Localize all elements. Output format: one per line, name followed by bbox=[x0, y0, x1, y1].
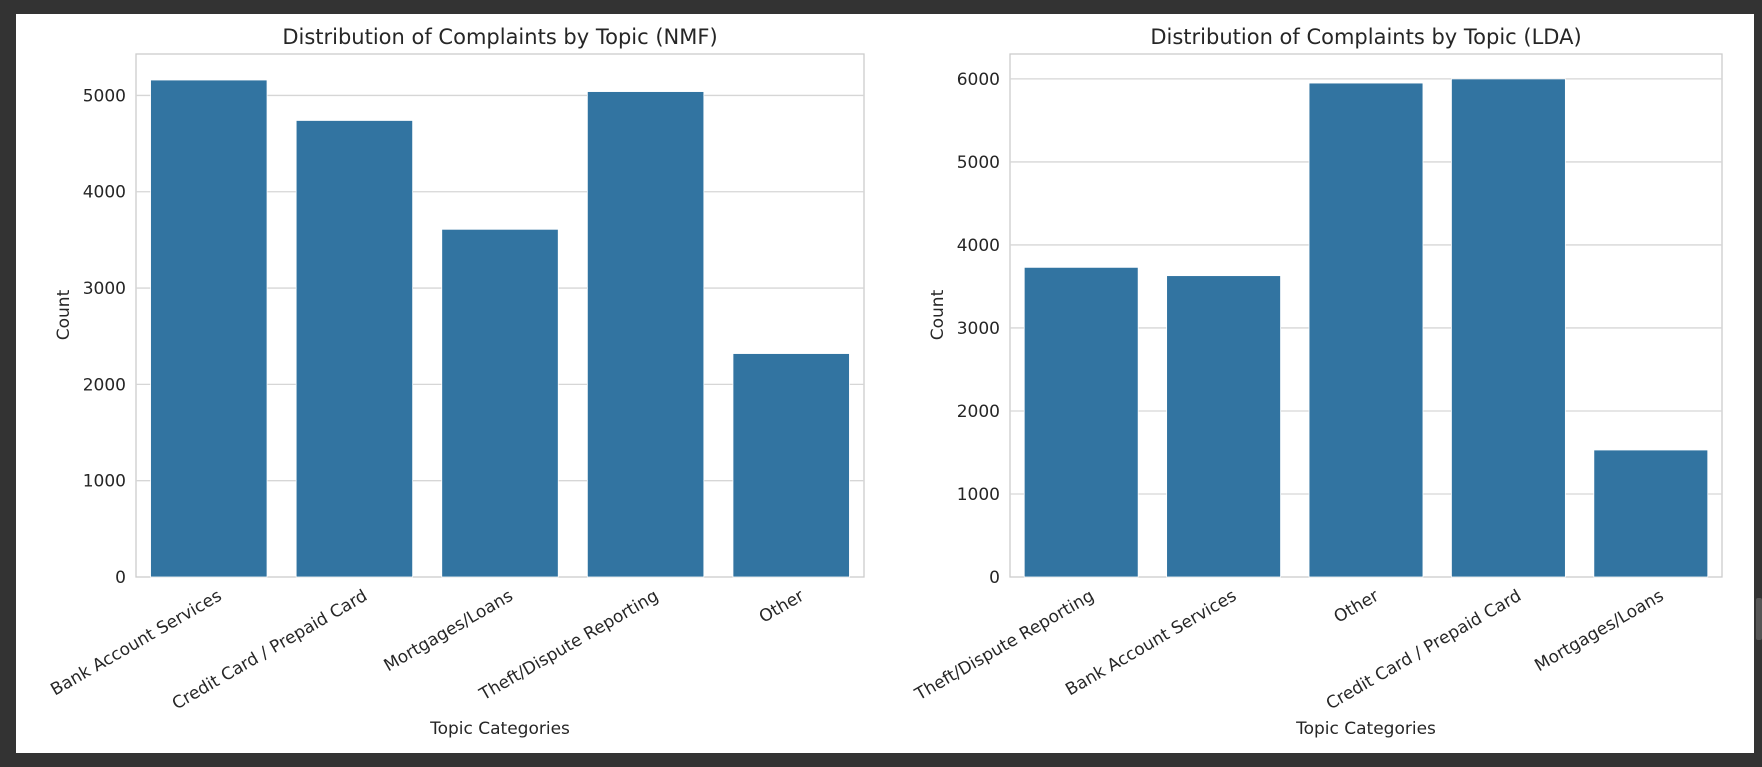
y-tick-label: 4000 bbox=[957, 236, 1000, 256]
y-tick-label: 0 bbox=[115, 568, 126, 588]
bar bbox=[1309, 83, 1423, 577]
x-tick-label: Other bbox=[1331, 586, 1383, 627]
bar bbox=[1451, 79, 1565, 577]
figure: 0 1000 2000 3000 4000 5000 Bank Account Servi… bbox=[16, 14, 1754, 753]
chart-title: Distribution of Complaints by Topic (NMF… bbox=[282, 25, 717, 49]
x-axis-label: Topic Categories bbox=[429, 719, 570, 739]
bar bbox=[1167, 276, 1281, 577]
y-axis-label: Count bbox=[928, 289, 948, 340]
y-tick-label: 2000 bbox=[957, 402, 1000, 422]
y-axis-label: Count bbox=[54, 289, 74, 340]
x-tick-label: Mortgages/Loans bbox=[381, 586, 517, 676]
x-tick-label: Other bbox=[756, 586, 808, 627]
bar bbox=[587, 92, 703, 577]
y-tick-label: 2000 bbox=[83, 375, 126, 395]
y-tick-label: 0 bbox=[989, 568, 1000, 588]
y-tick-label: 6000 bbox=[957, 70, 1000, 90]
x-tick-label: Mortgages/Loans bbox=[1531, 586, 1667, 676]
bar bbox=[296, 120, 412, 577]
y-tick-label: 5000 bbox=[957, 153, 1000, 173]
y-tick-label: 3000 bbox=[83, 279, 126, 299]
bar bbox=[442, 229, 558, 577]
y-tick-label: 1000 bbox=[83, 472, 126, 492]
scrollbar-handle[interactable] bbox=[1756, 598, 1762, 640]
x-axis-label: Topic Categories bbox=[1295, 719, 1436, 739]
y-tick-label: 5000 bbox=[83, 86, 126, 106]
bar bbox=[1024, 267, 1138, 577]
bar bbox=[733, 354, 849, 577]
bar bbox=[151, 80, 267, 577]
chart-title: Distribution of Complaints by Topic (LDA… bbox=[1150, 25, 1581, 49]
y-tick-label: 3000 bbox=[957, 319, 1000, 339]
y-tick-label: 4000 bbox=[83, 183, 126, 203]
bar bbox=[1594, 450, 1708, 577]
y-tick-label: 1000 bbox=[957, 485, 1000, 505]
